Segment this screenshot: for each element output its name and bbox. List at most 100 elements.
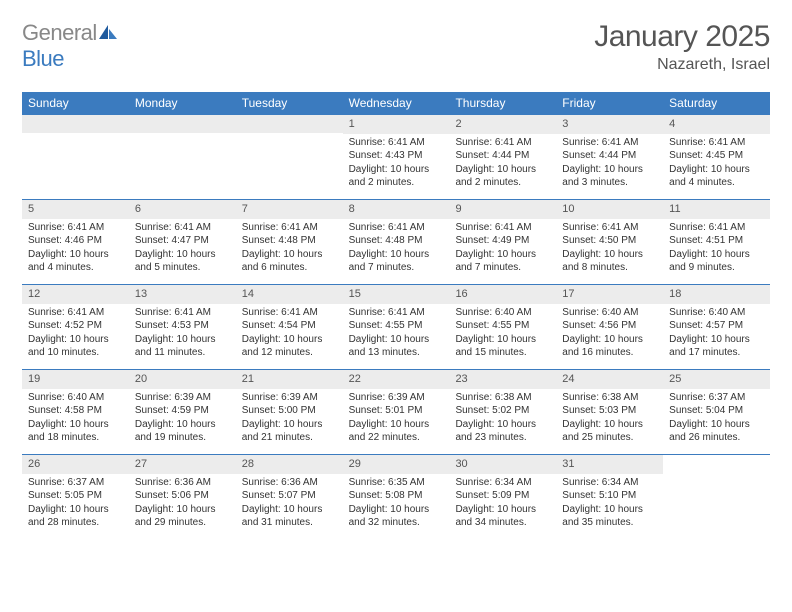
daylight-text: Daylight: 10 hours and 15 minutes.	[455, 333, 550, 360]
sunset-text: Sunset: 5:02 PM	[455, 404, 550, 418]
day-cell: 15Sunrise: 6:41 AMSunset: 4:55 PMDayligh…	[343, 285, 450, 369]
daylight-text: Daylight: 10 hours and 11 minutes.	[135, 333, 230, 360]
day-header-friday: Friday	[556, 92, 663, 115]
day-cell: 3Sunrise: 6:41 AMSunset: 4:44 PMDaylight…	[556, 115, 663, 199]
daylight-text: Daylight: 10 hours and 2 minutes.	[455, 163, 550, 190]
day-number: 3	[556, 115, 663, 134]
daylight-text: Daylight: 10 hours and 12 minutes.	[242, 333, 337, 360]
day-number: 2	[449, 115, 556, 134]
day-content: Sunrise: 6:41 AMSunset: 4:43 PMDaylight:…	[343, 134, 450, 194]
sunrise-text: Sunrise: 6:41 AM	[455, 221, 550, 235]
month-title: January 2025	[594, 20, 770, 54]
logo-text-gray: General	[22, 20, 97, 45]
day-content: Sunrise: 6:41 AMSunset: 4:52 PMDaylight:…	[22, 304, 129, 364]
sunrise-text: Sunrise: 6:41 AM	[562, 221, 657, 235]
day-content: Sunrise: 6:34 AMSunset: 5:10 PMDaylight:…	[556, 474, 663, 534]
day-cell: 12Sunrise: 6:41 AMSunset: 4:52 PMDayligh…	[22, 285, 129, 369]
day-cell: 1Sunrise: 6:41 AMSunset: 4:43 PMDaylight…	[343, 115, 450, 199]
sunrise-text: Sunrise: 6:38 AM	[455, 391, 550, 405]
sunset-text: Sunset: 4:52 PM	[28, 319, 123, 333]
sunset-text: Sunset: 5:07 PM	[242, 489, 337, 503]
sunset-text: Sunset: 4:43 PM	[349, 149, 444, 163]
daylight-text: Daylight: 10 hours and 34 minutes.	[455, 503, 550, 530]
sunrise-text: Sunrise: 6:41 AM	[349, 306, 444, 320]
day-number: 20	[129, 370, 236, 389]
day-cell: 19Sunrise: 6:40 AMSunset: 4:58 PMDayligh…	[22, 370, 129, 454]
day-number: 22	[343, 370, 450, 389]
day-cell: 30Sunrise: 6:34 AMSunset: 5:09 PMDayligh…	[449, 455, 556, 539]
day-number: 10	[556, 200, 663, 219]
week-row: 12Sunrise: 6:41 AMSunset: 4:52 PMDayligh…	[22, 284, 770, 369]
day-number: 12	[22, 285, 129, 304]
sunrise-text: Sunrise: 6:36 AM	[135, 476, 230, 490]
sunrise-text: Sunrise: 6:34 AM	[455, 476, 550, 490]
day-header-wednesday: Wednesday	[343, 92, 450, 115]
daylight-text: Daylight: 10 hours and 35 minutes.	[562, 503, 657, 530]
sunrise-text: Sunrise: 6:40 AM	[28, 391, 123, 405]
day-number: 19	[22, 370, 129, 389]
daylight-text: Daylight: 10 hours and 4 minutes.	[669, 163, 764, 190]
daylight-text: Daylight: 10 hours and 16 minutes.	[562, 333, 657, 360]
day-content: Sunrise: 6:41 AMSunset: 4:44 PMDaylight:…	[449, 134, 556, 194]
sunrise-text: Sunrise: 6:41 AM	[242, 221, 337, 235]
day-content: Sunrise: 6:37 AMSunset: 5:04 PMDaylight:…	[663, 389, 770, 449]
title-group: January 2025 Nazareth, Israel	[594, 20, 770, 74]
day-number: 17	[556, 285, 663, 304]
sunset-text: Sunset: 5:01 PM	[349, 404, 444, 418]
location: Nazareth, Israel	[594, 56, 770, 74]
day-header-thursday: Thursday	[449, 92, 556, 115]
sunrise-text: Sunrise: 6:40 AM	[562, 306, 657, 320]
day-content: Sunrise: 6:34 AMSunset: 5:09 PMDaylight:…	[449, 474, 556, 534]
day-cell: 26Sunrise: 6:37 AMSunset: 5:05 PMDayligh…	[22, 455, 129, 539]
daylight-text: Daylight: 10 hours and 19 minutes.	[135, 418, 230, 445]
day-number: 4	[663, 115, 770, 134]
day-content: Sunrise: 6:39 AMSunset: 5:01 PMDaylight:…	[343, 389, 450, 449]
day-content: Sunrise: 6:40 AMSunset: 4:55 PMDaylight:…	[449, 304, 556, 364]
day-number: 26	[22, 455, 129, 474]
day-number: 11	[663, 200, 770, 219]
sunset-text: Sunset: 4:44 PM	[455, 149, 550, 163]
page-header: GeneralBlue January 2025 Nazareth, Israe…	[22, 20, 770, 74]
day-content: Sunrise: 6:41 AMSunset: 4:49 PMDaylight:…	[449, 219, 556, 279]
sunset-text: Sunset: 5:00 PM	[242, 404, 337, 418]
empty-num-row	[236, 115, 343, 133]
sunset-text: Sunset: 4:56 PM	[562, 319, 657, 333]
day-number: 14	[236, 285, 343, 304]
day-cell: 14Sunrise: 6:41 AMSunset: 4:54 PMDayligh…	[236, 285, 343, 369]
day-number: 25	[663, 370, 770, 389]
logo-text: GeneralBlue	[22, 20, 118, 72]
sunrise-text: Sunrise: 6:37 AM	[669, 391, 764, 405]
day-content: Sunrise: 6:41 AMSunset: 4:53 PMDaylight:…	[129, 304, 236, 364]
daylight-text: Daylight: 10 hours and 31 minutes.	[242, 503, 337, 530]
day-cell: 27Sunrise: 6:36 AMSunset: 5:06 PMDayligh…	[129, 455, 236, 539]
sunrise-text: Sunrise: 6:41 AM	[669, 221, 764, 235]
daylight-text: Daylight: 10 hours and 17 minutes.	[669, 333, 764, 360]
day-content: Sunrise: 6:41 AMSunset: 4:55 PMDaylight:…	[343, 304, 450, 364]
sunset-text: Sunset: 4:51 PM	[669, 234, 764, 248]
day-content: Sunrise: 6:38 AMSunset: 5:02 PMDaylight:…	[449, 389, 556, 449]
sunrise-text: Sunrise: 6:41 AM	[455, 136, 550, 150]
day-cell: 20Sunrise: 6:39 AMSunset: 4:59 PMDayligh…	[129, 370, 236, 454]
day-cell: 22Sunrise: 6:39 AMSunset: 5:01 PMDayligh…	[343, 370, 450, 454]
daylight-text: Daylight: 10 hours and 32 minutes.	[349, 503, 444, 530]
sunset-text: Sunset: 4:54 PM	[242, 319, 337, 333]
daylight-text: Daylight: 10 hours and 21 minutes.	[242, 418, 337, 445]
sunrise-text: Sunrise: 6:41 AM	[28, 221, 123, 235]
daylight-text: Daylight: 10 hours and 9 minutes.	[669, 248, 764, 275]
day-content: Sunrise: 6:41 AMSunset: 4:54 PMDaylight:…	[236, 304, 343, 364]
sunset-text: Sunset: 5:08 PM	[349, 489, 444, 503]
sunrise-text: Sunrise: 6:41 AM	[349, 136, 444, 150]
day-number: 15	[343, 285, 450, 304]
daylight-text: Daylight: 10 hours and 25 minutes.	[562, 418, 657, 445]
sunrise-text: Sunrise: 6:41 AM	[28, 306, 123, 320]
sunset-text: Sunset: 4:46 PM	[28, 234, 123, 248]
sunset-text: Sunset: 4:57 PM	[669, 319, 764, 333]
daylight-text: Daylight: 10 hours and 2 minutes.	[349, 163, 444, 190]
sunset-text: Sunset: 4:50 PM	[562, 234, 657, 248]
day-number: 28	[236, 455, 343, 474]
day-cell: 5Sunrise: 6:41 AMSunset: 4:46 PMDaylight…	[22, 200, 129, 284]
empty-day-cell	[129, 115, 236, 199]
day-number: 9	[449, 200, 556, 219]
sunset-text: Sunset: 5:05 PM	[28, 489, 123, 503]
sunrise-text: Sunrise: 6:39 AM	[135, 391, 230, 405]
